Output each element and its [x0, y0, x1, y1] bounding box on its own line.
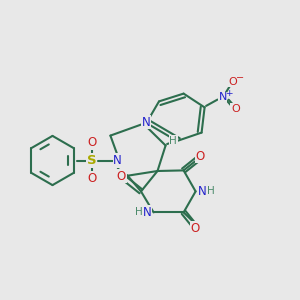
Text: +: +	[226, 89, 233, 98]
Text: O: O	[228, 76, 237, 87]
Text: N: N	[142, 116, 151, 129]
Text: O: O	[87, 136, 96, 149]
Text: O: O	[117, 169, 126, 183]
Text: −: −	[236, 73, 244, 83]
Text: O: O	[196, 149, 205, 163]
Text: O: O	[190, 222, 200, 235]
Text: N: N	[198, 185, 207, 198]
Text: N: N	[218, 92, 227, 103]
Text: N: N	[142, 206, 152, 219]
Text: H: H	[207, 186, 214, 197]
Text: O: O	[87, 172, 96, 185]
Text: N: N	[113, 154, 122, 167]
Text: H: H	[169, 136, 177, 146]
Text: H: H	[135, 207, 142, 218]
Text: O: O	[231, 103, 240, 114]
Text: S: S	[87, 154, 96, 167]
